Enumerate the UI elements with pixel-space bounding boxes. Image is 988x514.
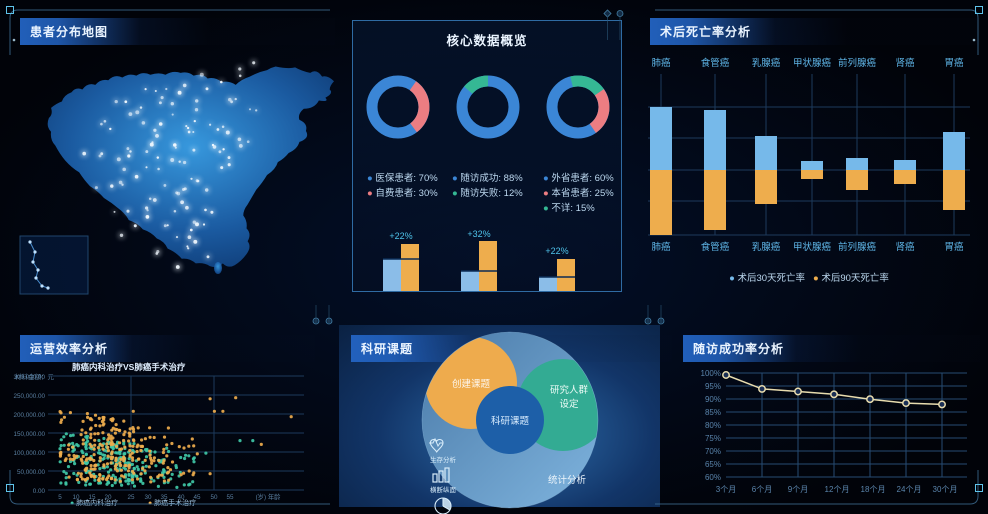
svg-text:横断纵面: 横断纵面: [430, 485, 457, 494]
svg-text:65%: 65%: [705, 460, 721, 469]
svg-text:胃癌: 胃癌: [944, 57, 964, 69]
svg-text:+32%: +32%: [467, 229, 490, 239]
svg-text:科研课题: 科研课题: [491, 415, 530, 427]
svg-text:9个月: 9个月: [788, 485, 808, 494]
svg-text:肾癌: 肾癌: [895, 57, 915, 69]
svg-text:5: 5: [58, 494, 62, 501]
svg-text:甲状腺癌: 甲状腺癌: [793, 241, 832, 253]
svg-text:95%: 95%: [705, 382, 721, 391]
svg-text:85%: 85%: [705, 408, 721, 417]
svg-text:研究人群: 研究人群: [550, 384, 589, 396]
svg-text:胃癌: 胃癌: [944, 241, 964, 253]
svg-text:食管癌: 食管癌: [701, 57, 730, 69]
svg-text:设定: 设定: [559, 398, 579, 410]
svg-text:前列腺癌: 前列腺癌: [838, 57, 877, 69]
svg-text:200,000.00: 200,000.00: [13, 412, 45, 419]
svg-text:150,000.00: 150,000.00: [13, 431, 45, 438]
svg-text:250,000.00: 250,000.00: [13, 393, 45, 400]
svg-text:3个月: 3个月: [716, 485, 736, 494]
svg-text:创建课题: 创建课题: [452, 378, 491, 390]
svg-text:6个月: 6个月: [752, 485, 772, 494]
svg-text:100,000.00: 100,000.00: [13, 450, 45, 457]
svg-text:乳腺癌: 乳腺癌: [752, 57, 781, 69]
svg-text:90%: 90%: [705, 395, 721, 404]
svg-text:甲状腺癌: 甲状腺癌: [793, 57, 832, 69]
svg-text:25: 25: [127, 494, 135, 501]
svg-text:肾癌: 肾癌: [895, 241, 915, 253]
svg-text:24个月: 24个月: [897, 485, 922, 494]
svg-text:食管癌: 食管癌: [701, 241, 730, 253]
svg-text:50,000.00: 50,000.00: [17, 469, 46, 476]
svg-text:统计分析: 统计分析: [548, 474, 587, 486]
svg-text:75%: 75%: [705, 434, 721, 443]
svg-text:乳腺癌: 乳腺癌: [752, 241, 781, 253]
svg-text:12个月: 12个月: [825, 485, 850, 494]
svg-text:100%: 100%: [701, 369, 721, 378]
svg-text:300,000.00: 300,000.00: [13, 374, 45, 381]
svg-text:+22%: +22%: [545, 246, 568, 256]
svg-text:前列腺癌: 前列腺癌: [838, 241, 877, 253]
svg-text:55: 55: [226, 494, 234, 501]
svg-text:18个月: 18个月: [861, 485, 886, 494]
svg-text:生存分析: 生存分析: [430, 455, 457, 464]
svg-text:0.00: 0.00: [33, 488, 46, 495]
svg-text:50: 50: [210, 494, 218, 501]
svg-text:肺癌: 肺癌: [651, 241, 671, 253]
svg-text:80%: 80%: [705, 421, 721, 430]
svg-text:30个月: 30个月: [933, 485, 958, 494]
svg-text:(岁) 年龄: (岁) 年龄: [256, 492, 282, 501]
svg-text:肺癌: 肺癌: [651, 57, 671, 69]
svg-text:+22%: +22%: [389, 231, 412, 241]
svg-text:60%: 60%: [705, 473, 721, 482]
svg-text:70%: 70%: [705, 447, 721, 456]
